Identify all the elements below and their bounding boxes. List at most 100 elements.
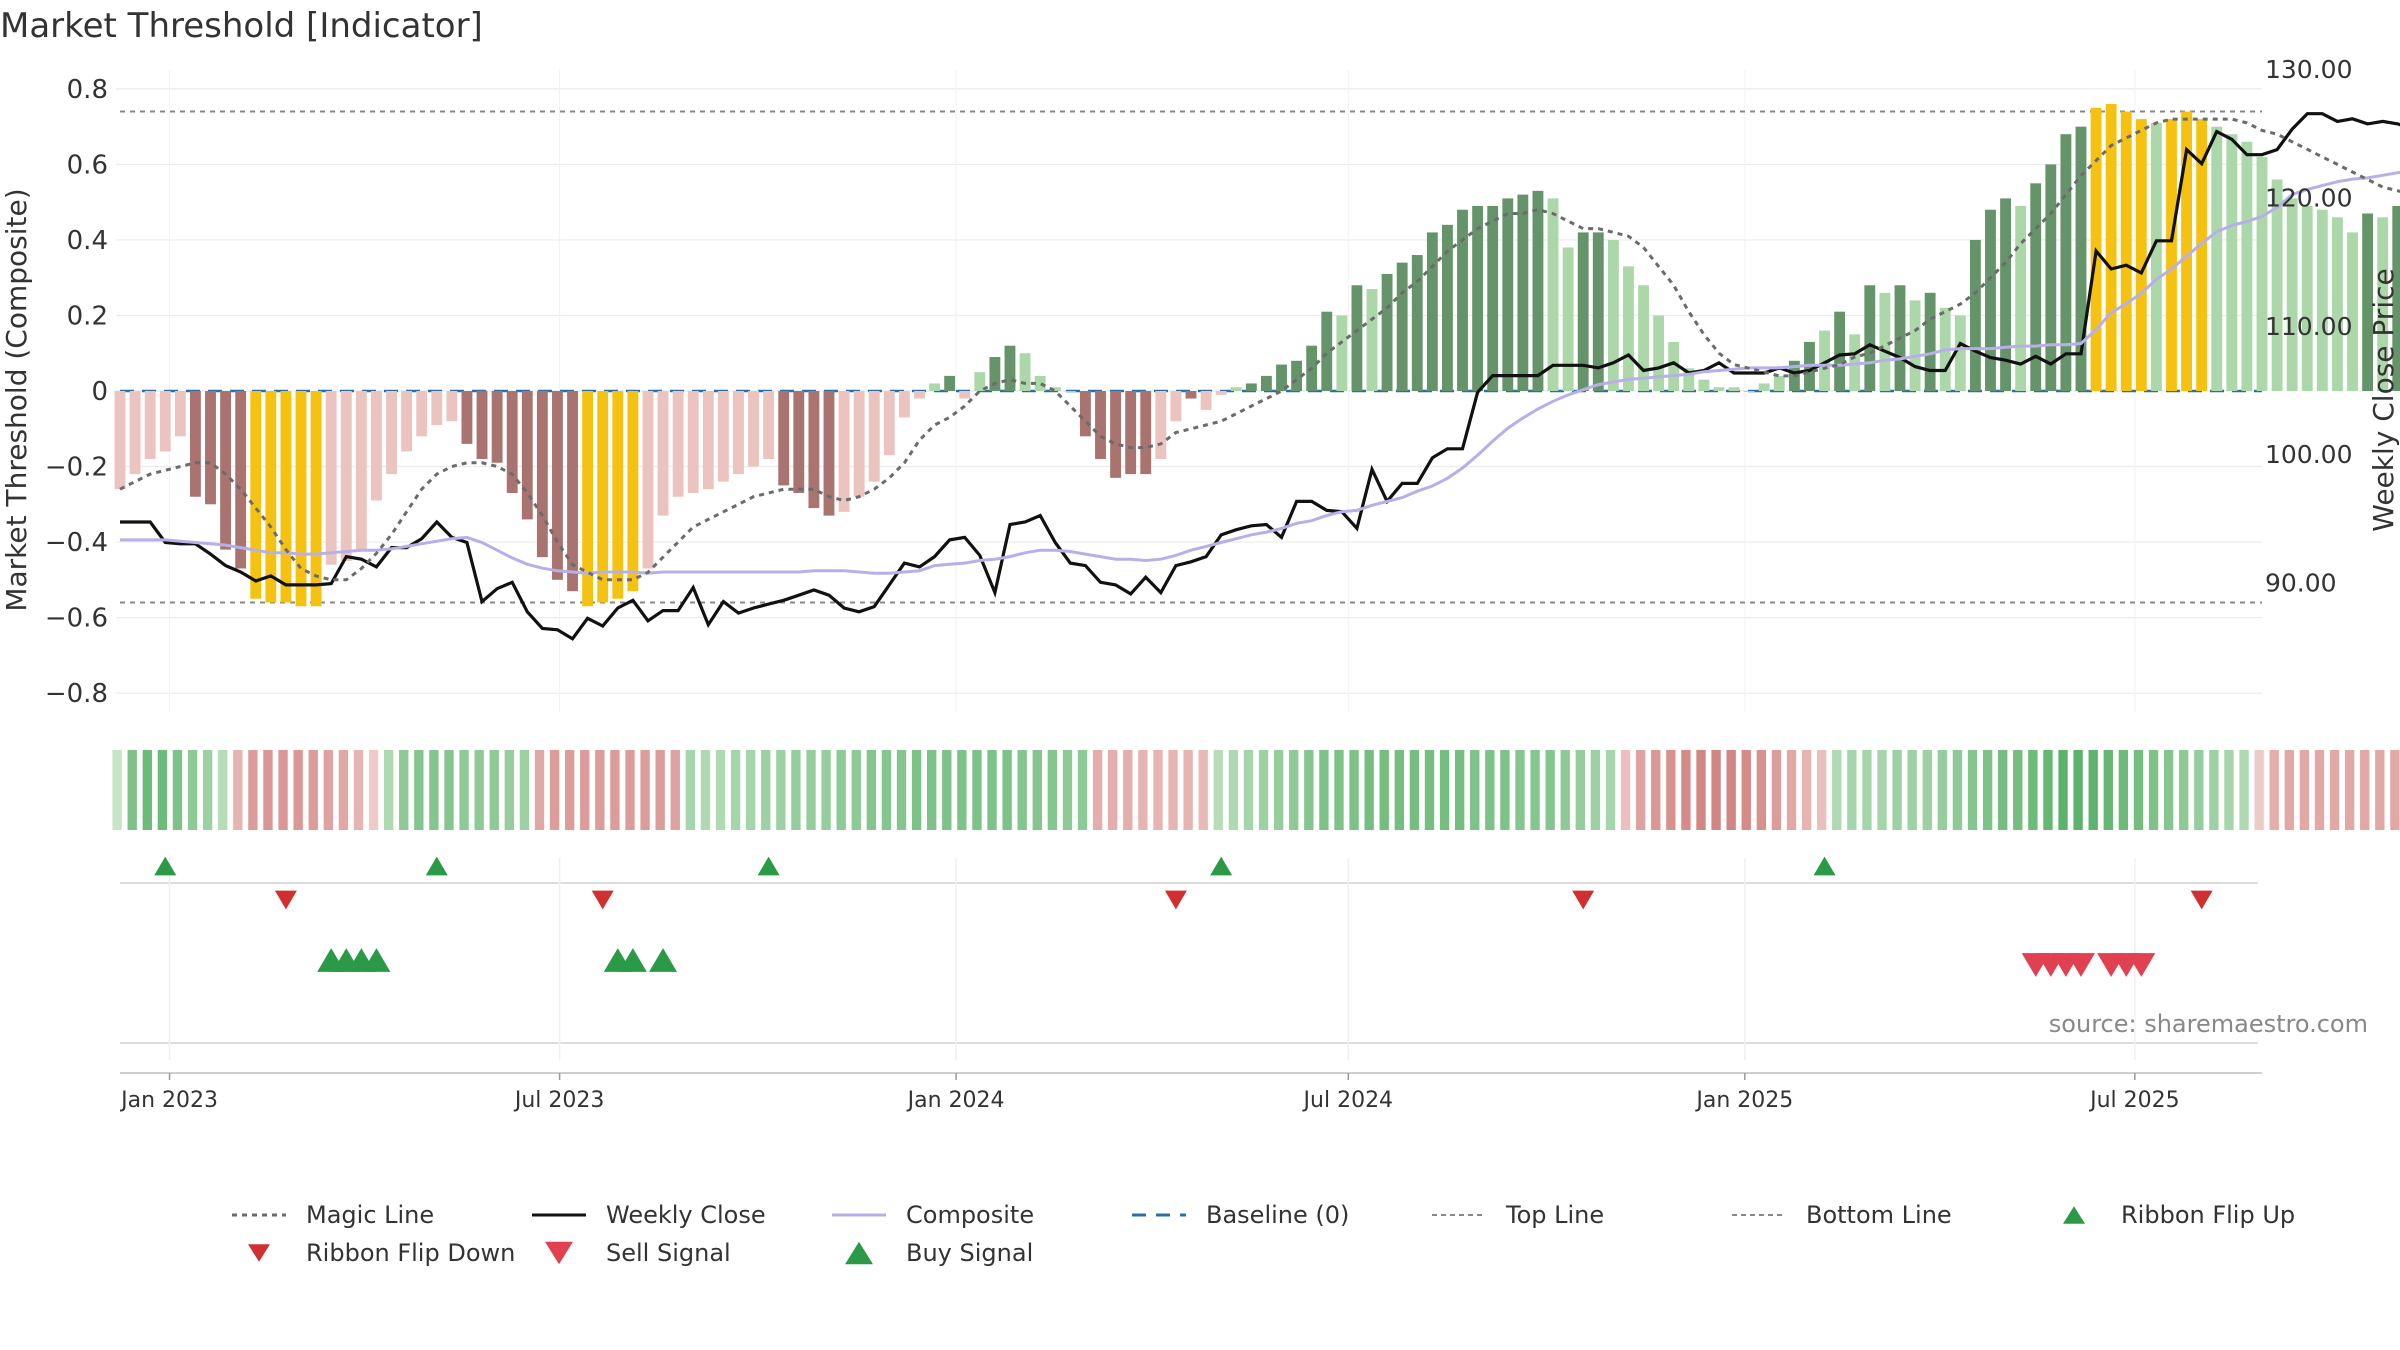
ribbon-segment bbox=[474, 750, 484, 830]
ribbon-segment bbox=[1409, 750, 1420, 830]
ribbon-segment bbox=[1183, 750, 1193, 830]
threshold-bar bbox=[431, 391, 443, 425]
ribbon-flip-up-marker bbox=[1210, 856, 1233, 876]
threshold-bar bbox=[597, 391, 609, 603]
threshold-bar bbox=[340, 391, 352, 561]
threshold-bar bbox=[1547, 198, 1559, 391]
threshold-bar bbox=[1321, 311, 1333, 391]
ribbon-segment bbox=[1862, 750, 1872, 830]
threshold-bar bbox=[868, 391, 880, 482]
threshold-bar bbox=[1924, 292, 1936, 391]
threshold-bar bbox=[2271, 179, 2283, 391]
threshold-bar bbox=[2166, 119, 2177, 391]
threshold-bar bbox=[1125, 391, 1137, 475]
threshold-bar bbox=[1351, 285, 1363, 391]
threshold-bar bbox=[823, 391, 835, 516]
ribbon-segment bbox=[293, 750, 303, 830]
legend-item: Buy Signal bbox=[830, 1236, 1033, 1270]
threshold-bar bbox=[702, 391, 714, 490]
legend-label: Sell Signal bbox=[606, 1239, 731, 1267]
legend-swatch bbox=[1432, 1214, 1486, 1216]
ribbon-segment bbox=[896, 750, 907, 830]
threshold-bar bbox=[1472, 205, 1484, 391]
threshold-bar bbox=[295, 391, 307, 607]
threshold-bar bbox=[914, 391, 925, 399]
threshold-bar bbox=[1517, 194, 1529, 391]
threshold-bar bbox=[1230, 387, 1242, 391]
threshold-bar bbox=[521, 391, 533, 520]
ribbon-segment bbox=[1937, 750, 1948, 830]
left-y-axis: 0.8 0.6 0.4 0.2 0 −0.2 −0.4 −0.6 −0.8 bbox=[45, 75, 108, 709]
threshold-bar bbox=[717, 391, 729, 482]
ribbon-segment bbox=[1334, 750, 1344, 830]
threshold-bar bbox=[250, 391, 262, 599]
ribbon-segment bbox=[1741, 750, 1751, 830]
x-tick-label: Jan 2024 bbox=[906, 1088, 1005, 1113]
threshold-bar bbox=[1653, 315, 1665, 391]
threshold-bar bbox=[1215, 391, 1227, 395]
ribbon-segment bbox=[233, 750, 243, 830]
ribbon-segment bbox=[972, 750, 982, 830]
ribbon-segment bbox=[1138, 750, 1148, 830]
ribbon-segment bbox=[927, 750, 937, 830]
threshold-bar bbox=[174, 391, 186, 437]
ribbon-segment bbox=[157, 750, 168, 830]
threshold-bar bbox=[1336, 315, 1348, 391]
threshold-bar bbox=[491, 391, 503, 463]
threshold-bar bbox=[1638, 285, 1649, 391]
threshold-bar bbox=[1728, 387, 1740, 391]
ribbon-segment bbox=[1877, 750, 1887, 830]
left-tick-label: 0.2 bbox=[67, 301, 108, 331]
threshold-bar bbox=[1532, 190, 1544, 391]
ribbon-segment bbox=[580, 750, 590, 830]
legend-item: Magic Line bbox=[230, 1198, 434, 1232]
chart-title: Market Threshold [Indicator] bbox=[0, 6, 483, 46]
ribbon-segment bbox=[2224, 750, 2234, 830]
threshold-bar bbox=[280, 391, 292, 603]
threshold-bar bbox=[2015, 205, 2027, 391]
threshold-bar bbox=[2316, 209, 2328, 391]
ribbon-segment bbox=[942, 750, 952, 830]
legend-swatch bbox=[532, 1213, 586, 1217]
threshold-bar bbox=[1185, 391, 1197, 399]
ribbon-segment bbox=[1620, 750, 1631, 830]
threshold-bar bbox=[506, 391, 518, 493]
ribbon-segment bbox=[1394, 750, 1404, 830]
legend-swatch bbox=[248, 1244, 270, 1262]
threshold-bar bbox=[1592, 232, 1604, 391]
ribbon-segment bbox=[2013, 750, 2023, 830]
threshold-bar bbox=[265, 391, 277, 603]
threshold-bar bbox=[1683, 368, 1695, 391]
legend-item: Ribbon Flip Up bbox=[2045, 1198, 2295, 1232]
threshold-bar bbox=[1758, 383, 1770, 391]
legend-swatch bbox=[545, 1241, 573, 1265]
ribbon-segment bbox=[1726, 750, 1736, 830]
ribbon-segment bbox=[172, 750, 183, 830]
threshold-bar bbox=[778, 391, 790, 486]
ribbon-segment bbox=[263, 750, 273, 830]
right-tick-label: 90.00 bbox=[2265, 569, 2337, 598]
ribbon-segment bbox=[1666, 750, 1676, 830]
threshold-bar bbox=[808, 391, 820, 509]
threshold-bar bbox=[748, 391, 759, 467]
ribbon-segment bbox=[806, 750, 816, 830]
ribbon-segment bbox=[1319, 750, 1329, 830]
legend-item: Baseline (0) bbox=[1130, 1198, 1349, 1232]
legend-swatch bbox=[845, 1241, 873, 1265]
legend-label: Top Line bbox=[1506, 1201, 1605, 1229]
ribbon-segment bbox=[1002, 750, 1012, 830]
legend-swatch bbox=[2063, 1206, 2085, 1224]
buy-signal-marker bbox=[618, 948, 647, 972]
ribbon-segment bbox=[1967, 750, 1978, 830]
ribbon-flip-up-marker bbox=[757, 856, 780, 876]
threshold-bar bbox=[1487, 205, 1499, 391]
threshold-bar bbox=[853, 391, 865, 497]
x-tick-label: Jul 2023 bbox=[513, 1088, 605, 1113]
left-axis-title: Market Threshold (Composite) bbox=[0, 188, 33, 611]
ribbon-segment bbox=[2028, 750, 2038, 830]
threshold-bar bbox=[552, 391, 563, 580]
ribbon-segment bbox=[1168, 750, 1178, 830]
threshold-bar bbox=[883, 391, 895, 456]
left-tick-label: 0 bbox=[91, 377, 108, 407]
ribbon-segment bbox=[2148, 750, 2159, 830]
